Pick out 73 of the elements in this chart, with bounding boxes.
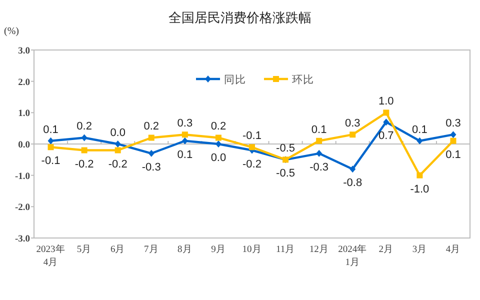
y-axis-title: (%) <box>4 26 19 37</box>
data-label: -0.1 <box>242 130 262 142</box>
point <box>416 137 423 144</box>
data-label: -0.2 <box>108 158 128 170</box>
data-label: 0.3 <box>344 118 360 130</box>
legend-label: 环比 <box>292 73 314 86</box>
point <box>215 140 222 148</box>
point <box>416 172 423 178</box>
point <box>215 134 222 141</box>
y-tick-label: 0.0 <box>18 140 30 150</box>
data-label: 0.2 <box>76 120 92 133</box>
point <box>114 147 121 154</box>
data-label: 0.1 <box>311 124 327 136</box>
data-label: 0.3 <box>177 118 193 130</box>
data-label: -0.2 <box>74 158 94 170</box>
data-label: 0.1 <box>412 124 428 136</box>
data-label: 0.1 <box>43 124 58 136</box>
point <box>148 150 154 157</box>
x-tick-label: 7月 <box>144 244 159 255</box>
data-label: -0.5 <box>276 168 296 180</box>
data-label: 0.2 <box>210 120 226 133</box>
point <box>350 166 356 173</box>
y-tick-label: -1.0 <box>14 172 30 182</box>
data-label: -0.8 <box>343 177 362 190</box>
x-tick-label: 2024年 1月 <box>338 243 368 268</box>
data-label: -0.3 <box>310 161 329 174</box>
data-label: -0.5 <box>276 142 296 155</box>
x-tick-label: 4月 <box>446 244 461 255</box>
data-label: -1.0 <box>410 183 430 196</box>
x-tick-label: 9月 <box>211 244 226 255</box>
data-label: 0.0 <box>110 127 126 139</box>
x-tick-label: 6月 <box>110 244 126 255</box>
point <box>383 110 390 116</box>
point <box>350 132 356 138</box>
data-label: -0.2 <box>242 158 262 170</box>
data-label: 0.1 <box>177 148 193 161</box>
x-tick-label: 8月 <box>178 244 192 255</box>
point <box>316 138 322 144</box>
data-label: -0.1 <box>41 155 60 168</box>
data-label: 0.7 <box>378 130 394 142</box>
x-tick-label: 10月 <box>242 244 262 255</box>
data-label: 0.0 <box>210 152 226 164</box>
x-tick-label: 5月 <box>76 244 92 255</box>
point <box>114 140 121 148</box>
y-tick-label: 2.0 <box>18 78 30 88</box>
point <box>148 134 154 141</box>
legend-label: 同比 <box>224 73 246 86</box>
data-label: 0.3 <box>446 118 461 130</box>
point <box>383 118 390 126</box>
point <box>182 132 188 138</box>
x-tick-label: 2023年 4月 <box>36 243 66 268</box>
data-label: 0.1 <box>446 148 461 161</box>
point <box>316 150 322 157</box>
y-tick-label: 3.0 <box>18 46 30 56</box>
y-tick-label: 1.0 <box>18 109 30 120</box>
point <box>182 137 188 144</box>
y-tick-label: -2.0 <box>14 203 30 214</box>
point <box>48 137 54 144</box>
chart-title: 全国居民消费价格涨跌幅 <box>168 10 312 25</box>
data-label: 1.0 <box>378 96 394 108</box>
x-tick-label: 11月 <box>276 244 296 255</box>
point <box>450 131 456 138</box>
point <box>81 147 88 154</box>
point <box>81 134 88 142</box>
point <box>249 144 255 150</box>
x-tick-label: 2月 <box>378 244 394 255</box>
data-label: -0.3 <box>142 161 161 174</box>
y-tick-label: -3.0 <box>14 234 30 244</box>
point <box>450 138 456 144</box>
x-tick-label: 12月 <box>309 244 329 255</box>
x-tick-label: 3月 <box>412 244 428 255</box>
data-label: 0.2 <box>144 120 160 133</box>
point <box>48 144 54 150</box>
